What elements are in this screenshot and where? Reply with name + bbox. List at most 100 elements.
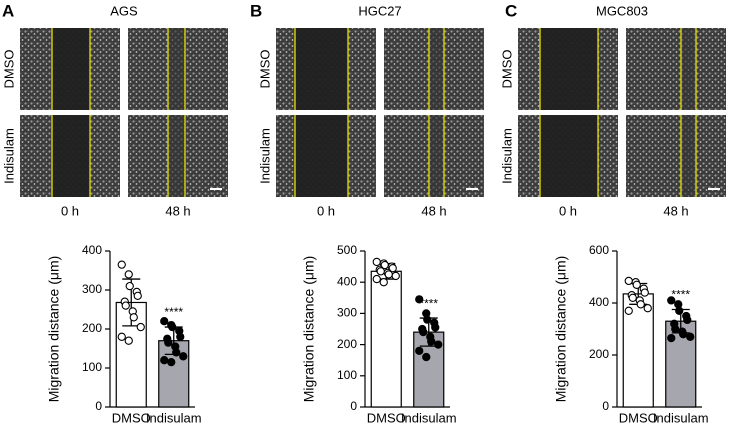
- row-label: Indisulam: [1, 128, 16, 184]
- y-tick-label: 500: [337, 243, 357, 257]
- time-label: 0 h: [61, 203, 79, 218]
- data-point: [686, 332, 695, 341]
- y-tick-label: 400: [82, 243, 102, 257]
- significance: ****: [419, 296, 438, 310]
- data-point: [121, 301, 130, 310]
- cell-line-title: AGS: [110, 3, 138, 18]
- y-tick-label: 400: [337, 274, 357, 288]
- data-point: [683, 315, 692, 325]
- panel-letter: A: [2, 1, 14, 20]
- data-point: [179, 352, 188, 361]
- data-point: [160, 356, 169, 365]
- data-point: [172, 348, 181, 357]
- time-label: 0 h: [559, 203, 577, 218]
- data-point: [125, 281, 134, 291]
- bar: [370, 270, 402, 408]
- time-label: 48 h: [421, 203, 446, 218]
- data-point: [422, 352, 431, 362]
- y-tick-label: 0: [350, 399, 357, 413]
- panel-letter: B: [250, 1, 262, 20]
- cell-line-title: MGC803: [596, 3, 648, 18]
- y-tick-label: 400: [589, 295, 609, 309]
- data-point: [643, 304, 652, 313]
- data-point: [129, 313, 138, 322]
- y-axis-title: Migration distance (μm): [46, 256, 62, 403]
- data-point: [632, 280, 641, 289]
- x-tick-label: DMSO: [367, 410, 406, 424]
- x-tick-label: Indisulam: [653, 410, 709, 424]
- data-point: [164, 338, 173, 347]
- y-tick-label: 200: [82, 321, 102, 335]
- data-point: [372, 257, 381, 267]
- data-point: [427, 337, 436, 346]
- data-point: [679, 330, 688, 339]
- wound-area: [168, 115, 185, 197]
- y-tick-label: 300: [337, 306, 357, 320]
- y-tick-label: 300: [82, 282, 102, 296]
- row-label: DMSO: [257, 50, 272, 89]
- y-tick-label: 0: [602, 399, 609, 413]
- time-label: 48 h: [663, 203, 688, 218]
- wound-area: [540, 28, 598, 110]
- data-point: [667, 333, 676, 343]
- row-label: Indisulam: [257, 128, 272, 184]
- wound-area: [295, 115, 348, 197]
- wound-area: [681, 28, 696, 110]
- data-point: [379, 278, 388, 287]
- wound-area: [429, 115, 444, 197]
- micrograph: [626, 28, 726, 110]
- wound-area: [52, 28, 90, 110]
- data-point: [117, 332, 126, 341]
- cell-line-title: HGC27: [358, 3, 401, 18]
- wound-area: [681, 115, 696, 197]
- data-point: [376, 267, 385, 276]
- time-label: 0 h: [317, 203, 335, 218]
- x-tick-label: Indisulam: [146, 410, 202, 424]
- wound-area: [295, 28, 348, 110]
- wound-area: [540, 115, 598, 197]
- time-label: 48 h: [165, 203, 190, 218]
- data-point: [133, 291, 142, 300]
- data-point: [391, 271, 400, 281]
- data-point: [176, 332, 185, 341]
- data-point: [624, 276, 633, 286]
- x-tick-label: Indisulam: [401, 410, 457, 424]
- panel-letter: C: [505, 1, 517, 20]
- data-point: [372, 274, 381, 284]
- data-point: [667, 296, 676, 305]
- data-point: [168, 322, 177, 332]
- y-axis-title: Migration distance (μm): [553, 256, 569, 403]
- y-tick-label: 200: [337, 337, 357, 351]
- significance: ****: [164, 305, 183, 319]
- wound-area: [168, 28, 185, 110]
- significance: ****: [671, 288, 690, 302]
- data-point: [434, 340, 443, 349]
- x-tick-label: DMSO: [112, 410, 151, 424]
- data-point: [117, 260, 126, 269]
- data-point: [415, 295, 424, 304]
- data-point: [160, 317, 169, 326]
- data-point: [384, 270, 393, 279]
- y-tick-label: 200: [589, 347, 609, 361]
- data-point: [628, 293, 637, 302]
- data-point: [640, 288, 649, 297]
- data-point: [415, 346, 424, 355]
- data-point: [124, 336, 133, 345]
- y-axis-title: Migration distance (μm): [301, 256, 317, 403]
- wound-area: [429, 28, 444, 110]
- x-tick-label: DMSO: [619, 410, 658, 424]
- y-tick-label: 100: [337, 368, 357, 382]
- data-point: [431, 323, 440, 332]
- data-point: [136, 322, 145, 332]
- data-point: [636, 300, 645, 309]
- data-point: [423, 315, 432, 324]
- data-point: [624, 306, 633, 315]
- data-point: [671, 324, 680, 334]
- data-point: [419, 327, 428, 337]
- micrograph: [626, 115, 726, 197]
- row-label: Indisulam: [499, 128, 514, 184]
- data-point: [675, 306, 684, 315]
- row-label: DMSO: [499, 50, 514, 89]
- y-tick-label: 600: [589, 243, 609, 257]
